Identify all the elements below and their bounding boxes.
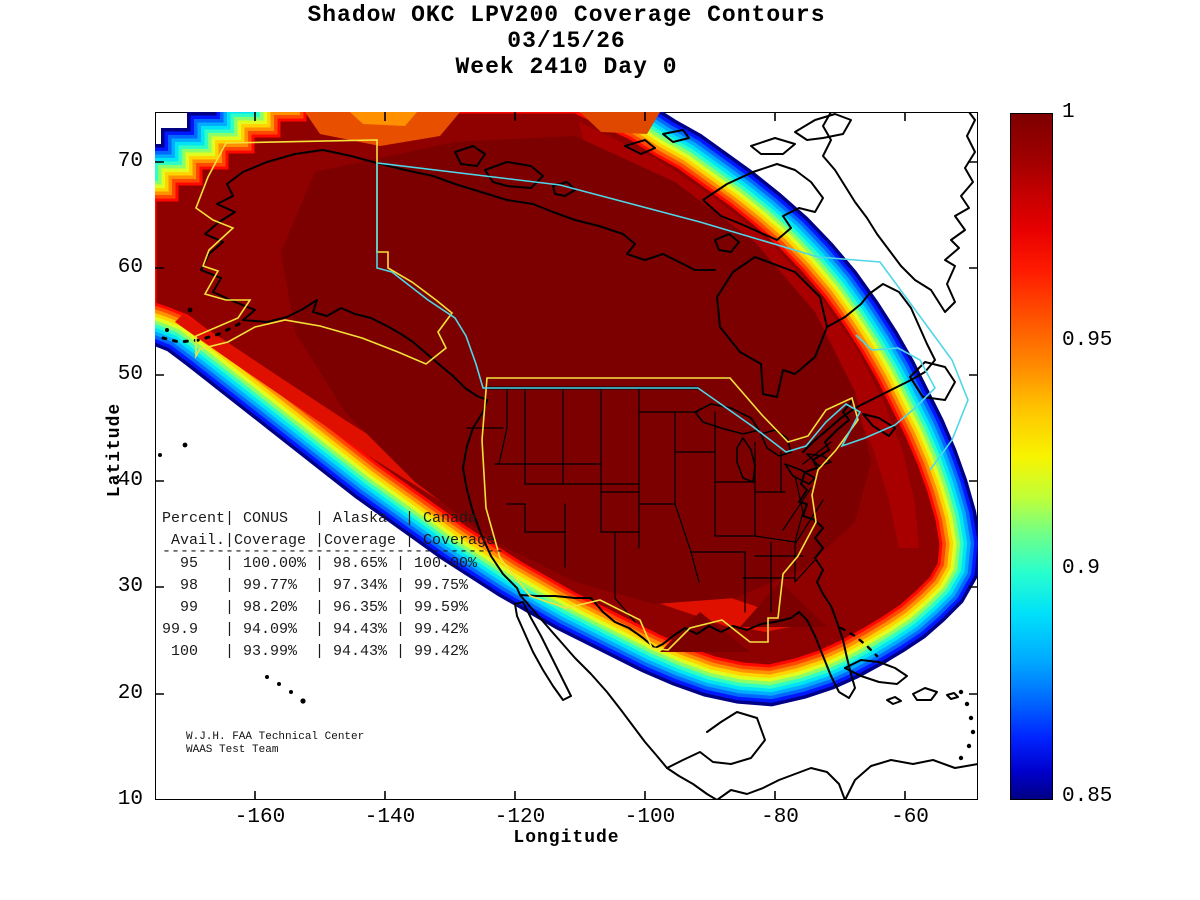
ytick-60: 60 [117, 256, 143, 279]
table-row-99: 99 | 98.20% | 96.35% | 99.59% [162, 599, 469, 616]
xtick-n100: -100 [624, 806, 676, 829]
yucatan-central-america [666, 711, 846, 800]
coverage-map [155, 112, 978, 800]
colorbar-tick-095: 0.95 [1062, 329, 1113, 352]
hispaniola [912, 687, 938, 701]
table-divider: -------------------------------------- [162, 543, 505, 560]
south-america-coast [844, 759, 978, 800]
xtick-n80: -80 [761, 806, 799, 829]
xtick-n140: -140 [364, 806, 416, 829]
xtick-n120: -120 [494, 806, 546, 829]
credit-line-1: W.J.H. FAA Technical Center [186, 731, 365, 743]
y-axis-label: Latitude [105, 402, 125, 498]
table-header-1: Percent| CONUS | Alaska | Canada [162, 510, 478, 527]
table-row-95: 95 | 100.00% | 98.65% | 100.00% [162, 555, 478, 572]
title-block: Shadow OKC LPV200 Coverage Contours 03/1… [155, 2, 978, 80]
ytick-30: 30 [117, 575, 143, 598]
xtick-n60: -60 [891, 806, 929, 829]
credit-line-2: WAAS Test Team [186, 744, 279, 756]
colorbar-tick-1: 1 [1062, 101, 1075, 124]
table-row-999: 99.9 | 94.09% | 94.43% | 99.42% [162, 621, 469, 638]
colorbar-tick-09: 0.9 [1062, 557, 1100, 580]
jamaica [886, 696, 902, 705]
ytick-40: 40 [117, 469, 143, 492]
table-row-100: 100 | 93.99% | 94.43% | 99.42% [162, 643, 469, 660]
ytick-20: 20 [117, 682, 143, 705]
colorbar [1010, 113, 1053, 800]
xtick-n160: -160 [234, 806, 286, 829]
x-axis-label: Longitude [513, 828, 620, 848]
plot-week-day: Week 2410 Day 0 [455, 54, 678, 80]
plot-title: Shadow OKC LPV200 Coverage Contours [307, 2, 826, 28]
lesser-antilles [958, 689, 976, 761]
puerto-rico [946, 692, 959, 700]
hawaii-islands [265, 675, 306, 704]
colorbar-tick-085: 0.85 [1062, 785, 1113, 808]
ytick-50: 50 [117, 363, 143, 386]
table-header-2: Avail.|Coverage |Coverage | Coverage [162, 532, 496, 549]
plot-date: 03/15/26 [507, 28, 626, 54]
ytick-10: 10 [117, 788, 143, 811]
ytick-70: 70 [117, 150, 143, 173]
table-row-98: 98 | 99.77% | 97.34% | 99.75% [162, 577, 469, 594]
